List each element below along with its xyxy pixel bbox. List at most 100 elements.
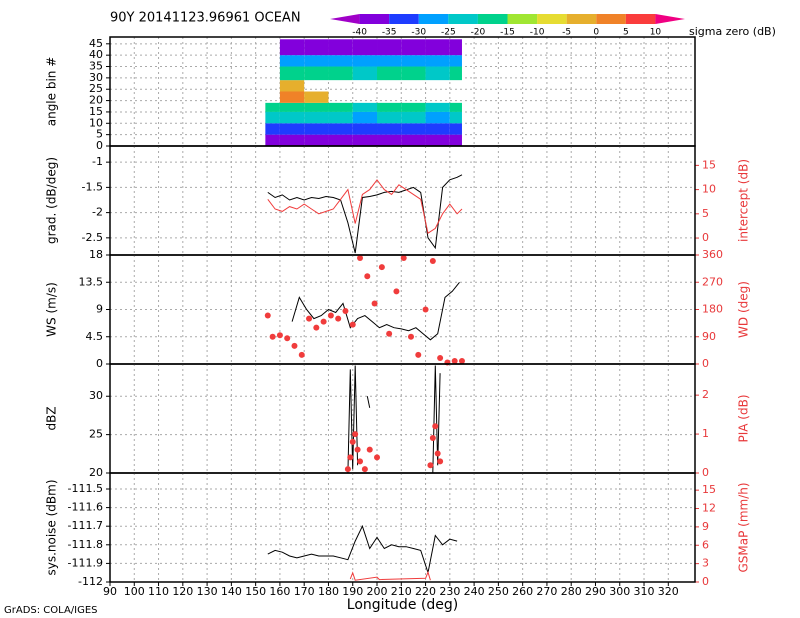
data-point <box>335 315 342 322</box>
y2-axis-label: PIA (dB) <box>737 394 751 442</box>
heatmap-cell <box>352 123 378 135</box>
x-tick-label: 100 <box>124 585 145 598</box>
colorbar-swatch <box>330 14 360 24</box>
heatmap-cell <box>279 91 305 103</box>
heatmap-cell <box>328 102 353 112</box>
data-point <box>357 458 364 465</box>
heatmap-cell <box>425 102 450 112</box>
data-point <box>298 351 305 358</box>
data-point <box>306 315 313 322</box>
x-tick-label: 140 <box>221 585 242 598</box>
data-line <box>267 179 463 235</box>
heatmap-cell <box>401 102 426 112</box>
data-point <box>393 288 400 295</box>
y-tick-label: -2.5 <box>82 231 103 244</box>
y2-tick-label: 15 <box>702 158 716 171</box>
data-point <box>313 324 320 331</box>
heatmap-cell <box>279 123 305 135</box>
colorbar-swatch <box>655 14 685 24</box>
data-line <box>267 174 463 254</box>
x-tick-label: 180 <box>318 585 339 598</box>
heatmap-cell <box>328 66 353 81</box>
x-tick-label: 320 <box>658 585 679 598</box>
heatmap-cell <box>377 123 402 135</box>
data-point <box>320 318 327 325</box>
y-tick-label: 15 <box>89 105 103 118</box>
colorbar-tick-label: -5 <box>562 28 571 38</box>
heatmap-cell <box>279 80 305 92</box>
y-tick-label: 45 <box>89 37 103 50</box>
x-tick-label: 150 <box>245 585 266 598</box>
data-point <box>357 255 364 262</box>
x-tick-label: 170 <box>294 585 315 598</box>
y-axis-label: WS (m/s) <box>45 282 59 337</box>
y2-axis-label: WD (deg) <box>737 281 751 338</box>
heatmap-cell <box>449 123 462 135</box>
heatmap-cell <box>449 134 462 146</box>
heatmap-cell <box>449 111 462 124</box>
heatmap-cell <box>265 134 280 146</box>
x-tick-label: 90 <box>103 585 117 598</box>
y-tick-label: 20 <box>89 466 103 479</box>
y-tick-label: 30 <box>89 71 103 84</box>
y-tick-label: 0 <box>96 139 103 152</box>
data-point <box>291 342 298 349</box>
heatmap-cell <box>449 39 462 56</box>
colorbar-tick-label: 5 <box>623 28 629 38</box>
data-point <box>347 454 354 461</box>
data-point <box>371 300 378 307</box>
heatmap-cell <box>304 55 329 67</box>
y-tick-label: 25 <box>89 82 103 95</box>
heatmap-cell <box>352 55 378 67</box>
colorbar-swatch <box>448 14 478 24</box>
x-axis-label: Longitude (deg) <box>347 597 458 613</box>
heatmap-cell <box>304 66 329 81</box>
x-tick-label: 210 <box>391 585 412 598</box>
heatmap-cell <box>377 102 402 112</box>
data-point <box>407 333 414 340</box>
heatmap-cell <box>425 123 450 135</box>
y-tick-label: -111.9 <box>68 556 103 569</box>
data-point <box>284 335 291 342</box>
heatmap-cell <box>279 55 305 67</box>
heatmap-cell <box>279 66 305 81</box>
x-tick-label: 200 <box>367 585 388 598</box>
y-axis-label: angle bin # <box>45 57 59 127</box>
data-point <box>458 357 465 364</box>
heatmap-cell <box>304 123 329 135</box>
colorbar-swatch <box>537 14 567 24</box>
y-tick-label: -112 <box>78 575 103 588</box>
y2-tick-label: 180 <box>702 303 723 316</box>
data-point <box>429 434 436 441</box>
heatmap-cell <box>401 111 426 124</box>
y-tick-label: 13.5 <box>79 275 104 288</box>
data-point <box>437 354 444 361</box>
colorbar-tick-label: 0 <box>593 28 599 38</box>
y2-tick-label: 15 <box>702 483 716 496</box>
y2-tick-label: 3 <box>702 557 709 570</box>
heatmap-cell <box>401 55 426 67</box>
y-axis-label: sys.noise (dBm) <box>45 479 59 575</box>
y2-tick-label: 90 <box>702 330 716 343</box>
x-tick-label: 230 <box>439 585 460 598</box>
y-tick-label: -111.8 <box>68 538 103 551</box>
colorbar-swatch <box>507 14 538 24</box>
colorbar-swatch <box>418 14 449 24</box>
panel-frame <box>109 363 696 474</box>
data-point <box>349 321 356 328</box>
y-tick-label: 35 <box>89 60 103 73</box>
data-point <box>352 431 359 438</box>
heatmap-cell <box>304 39 329 56</box>
y-tick-label: -111.6 <box>68 501 103 514</box>
chart-title: 90Y 20141123.96961 OCEAN <box>110 11 301 26</box>
y2-tick-label: 2 <box>702 388 709 401</box>
x-tick-label: 130 <box>197 585 218 598</box>
data-point <box>364 273 371 280</box>
y2-tick-label: 10 <box>702 183 716 196</box>
panel-frame <box>109 472 696 583</box>
data-point <box>344 466 351 473</box>
colorbar-swatch <box>477 14 508 24</box>
x-tick-label: 240 <box>464 585 485 598</box>
heatmap-cell <box>304 91 329 103</box>
